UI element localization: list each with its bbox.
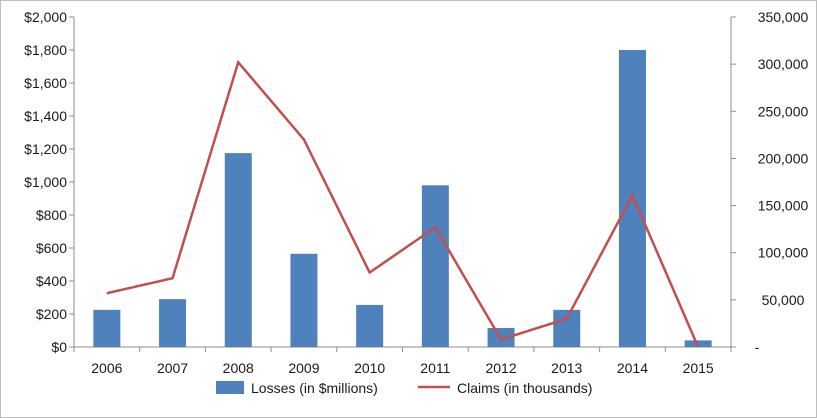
legend-label-claims: Claims (in thousands) <box>457 380 592 396</box>
losses-bar <box>159 299 187 347</box>
x-axis-tick-label: 2013 <box>551 360 582 376</box>
right-axis-tick-label: 100,000 <box>758 245 809 261</box>
losses-bar <box>421 185 449 347</box>
losses-bar <box>618 50 646 347</box>
right-axis-tick-label: - <box>755 339 760 355</box>
left-axis-tick-label: $1,400 <box>24 108 67 124</box>
left-axis-tick-label: $1,200 <box>24 141 67 157</box>
losses-bar <box>224 153 252 347</box>
x-axis-tick-label: 2006 <box>91 360 122 376</box>
x-axis-tick-label: 2009 <box>288 360 319 376</box>
losses-bar <box>356 304 384 347</box>
left-axis-tick-label: $600 <box>36 240 67 256</box>
left-axis-tick-label: $2,000 <box>24 9 67 25</box>
legend-swatch-losses <box>216 381 244 394</box>
right-axis-tick-label: 350,000 <box>758 9 809 25</box>
x-axis-tick-label: 2008 <box>223 360 254 376</box>
x-axis-tick-label: 2007 <box>157 360 188 376</box>
left-axis-tick-label: $1,600 <box>24 75 67 91</box>
losses-bar <box>553 309 581 347</box>
left-axis-tick-label: $0 <box>51 339 67 355</box>
legend-label-losses: Losses (in $millions) <box>251 380 378 396</box>
right-axis-tick-label: 250,000 <box>758 103 809 119</box>
right-axis-tick-label: 50,000 <box>762 292 805 308</box>
left-axis-tick-label: $1,000 <box>24 174 67 190</box>
left-axis-tick-label: $800 <box>36 207 67 223</box>
left-axis-tick-label: $400 <box>36 273 67 289</box>
left-axis-tick-label: $1,800 <box>24 42 67 58</box>
x-axis-tick-label: 2015 <box>683 360 714 376</box>
losses-bar <box>684 340 712 347</box>
losses-bar <box>290 253 318 347</box>
left-axis-tick-label: $200 <box>36 306 67 322</box>
claims-line <box>106 59 700 348</box>
losses-bar <box>93 309 121 347</box>
x-axis-tick-label: 2011 <box>420 360 450 376</box>
x-axis-tick-label: 2012 <box>485 360 516 376</box>
right-axis-tick-label: 200,000 <box>758 150 809 166</box>
right-axis-tick-label: 300,000 <box>758 56 809 72</box>
right-axis-tick-label: 150,000 <box>758 198 809 214</box>
x-axis-tick-label: 2014 <box>617 360 648 376</box>
x-axis-tick-label: 2010 <box>354 360 385 376</box>
